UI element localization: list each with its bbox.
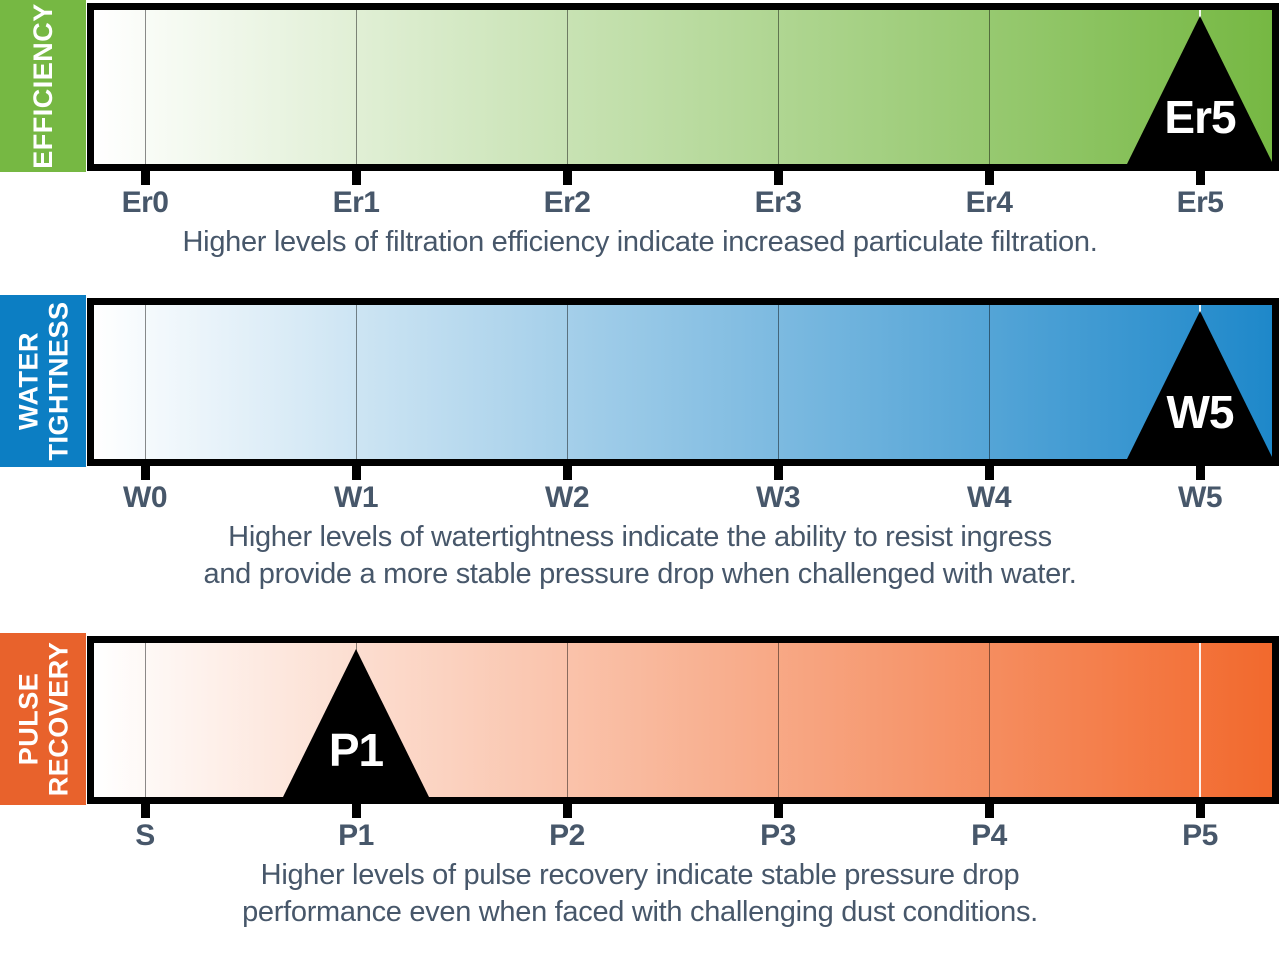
rating-marker-triangle-pulserecovery: P1 — [283, 649, 429, 797]
scale-title-watertightness: WATER TIGHTNESS — [13, 301, 73, 460]
gradient-bar-efficiency: Er5 — [87, 3, 1279, 171]
rating-marker-label: W5 — [1166, 386, 1235, 438]
tick-label: W3 — [756, 481, 801, 514]
tick-mark — [352, 804, 361, 818]
gridline — [567, 305, 568, 459]
scale-caption-efficiency: Higher levels of filtration efficiency i… — [0, 224, 1280, 261]
tick-label: Er0 — [121, 186, 169, 219]
tick-label: Er2 — [543, 186, 591, 219]
tick-label: Er1 — [332, 186, 380, 219]
tick-label: Er4 — [965, 186, 1013, 219]
gridline — [1199, 643, 1201, 797]
caption-line: Higher levels of watertightness indicate… — [228, 521, 1052, 553]
gradient-fill-pulserecovery: P1 — [94, 643, 1272, 797]
scale-title-pulserecovery: PULSE RECOVERY — [13, 642, 73, 797]
rating-marker-label: P1 — [328, 724, 384, 776]
tick-mark — [985, 466, 994, 480]
tick-label: W2 — [545, 481, 590, 514]
caption-line: and provide a more stable pressure drop … — [203, 558, 1077, 590]
rating-marker-triangle-watertightness: W5 — [1127, 311, 1273, 459]
scale-title-line: RECOVERY — [43, 641, 73, 797]
tick-mark — [774, 171, 783, 185]
gridline — [356, 305, 357, 459]
rating-marker-label: Er5 — [1164, 91, 1236, 143]
gridline — [356, 10, 357, 164]
scale-title-line: EFFICIENCY — [28, 3, 59, 169]
tick-mark — [563, 804, 572, 818]
tick-label: W1 — [334, 481, 379, 514]
scale-title-strip-watertightness: WATER TIGHTNESS — [0, 295, 86, 467]
scale-title-line: WATER — [13, 332, 44, 431]
gridline — [145, 10, 146, 164]
scale-title-strip-efficiency: EFFICIENCY — [0, 0, 86, 172]
scale-row-efficiency: EFFICIENCY Er5 Er0 Er1 Er2 Er3 E — [0, 0, 1280, 295]
rating-marker-triangle-efficiency: Er5 — [1127, 16, 1273, 164]
gradient-fill-watertightness: W5 — [94, 305, 1273, 459]
scale-title-strip-pulserecovery: PULSE RECOVERY — [0, 633, 86, 805]
gridline — [778, 305, 779, 459]
gridline — [145, 643, 146, 797]
tick-mark — [774, 466, 783, 480]
tick-mark — [352, 466, 361, 480]
tick-label: W0 — [123, 481, 168, 514]
caption-line: Higher levels of pulse recovery indicate… — [260, 859, 1020, 891]
tick-label: Er3 — [754, 186, 802, 219]
scale-row-pulserecovery: PULSE RECOVERY P1 S P1 P2 P3 — [0, 633, 1280, 966]
tick-mark — [985, 804, 994, 818]
tick-label: W5 — [1178, 481, 1223, 514]
gridline — [567, 643, 568, 797]
tick-mark — [1196, 171, 1205, 185]
tick-mark — [141, 804, 150, 818]
scale-caption-watertightness: Higher levels of watertightness indicate… — [0, 519, 1280, 593]
scale-title-line: TIGHTNESS — [43, 301, 74, 461]
tick-label: P1 — [338, 819, 374, 852]
tick-mark — [774, 804, 783, 818]
tick-mark — [563, 466, 572, 480]
gradient-bar-watertightness: W5 — [87, 298, 1279, 466]
gridline — [989, 643, 990, 797]
tick-mark — [1196, 804, 1205, 818]
tick-label: P2 — [549, 819, 585, 852]
tick-label: P4 — [971, 819, 1007, 852]
gridline — [145, 305, 146, 459]
tick-mark — [352, 171, 361, 185]
gridline — [567, 10, 568, 164]
tick-mark — [563, 171, 572, 185]
tick-label: P3 — [760, 819, 796, 852]
scale-row-watertightness: WATER TIGHTNESS W5 W0 W1 W2 — [0, 295, 1280, 633]
tick-label: W4 — [967, 481, 1012, 514]
tick-mark — [141, 171, 150, 185]
gridline — [989, 305, 990, 459]
tick-mark — [1196, 466, 1205, 480]
gridline — [989, 10, 990, 164]
tick-label: Er5 — [1176, 186, 1224, 219]
scale-caption-pulserecovery: Higher levels of pulse recovery indicate… — [0, 857, 1280, 931]
gridline — [778, 10, 779, 164]
tick-mark — [141, 466, 150, 480]
gridline — [778, 643, 779, 797]
tick-label: P5 — [1182, 819, 1218, 852]
scale-title-efficiency: EFFICIENCY — [28, 3, 58, 169]
tick-mark — [985, 171, 994, 185]
gradient-bar-pulserecovery: P1 — [87, 636, 1279, 804]
tick-label: S — [135, 819, 155, 852]
gradient-fill-efficiency: Er5 — [94, 10, 1273, 164]
scale-title-line: PULSE — [13, 672, 43, 766]
caption-line: Higher levels of filtration efficiency i… — [182, 226, 1098, 258]
caption-line: performance even when faced with challen… — [242, 896, 1038, 928]
